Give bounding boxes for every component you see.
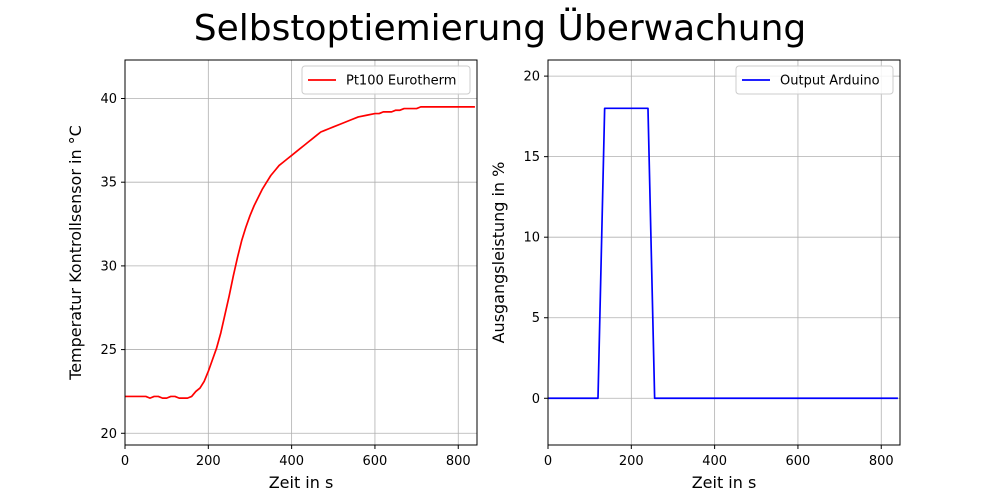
y-axis-label: Ausgangsleistung in % — [489, 162, 508, 344]
y-axis-label: Temperatur Kontrollsensor in °C — [66, 125, 85, 381]
axes-frame — [124, 59, 478, 446]
y-tick-label: 20 — [523, 70, 540, 85]
y-tick-label: 5 — [532, 311, 540, 326]
y-tick-label: 25 — [100, 343, 117, 358]
legend: Pt100 Eurotherm — [301, 65, 471, 95]
y-tick-label: 0 — [532, 392, 540, 407]
axes-frame — [547, 59, 901, 446]
x-axis-label: Zeit in s — [269, 473, 334, 492]
x-tick-label: 200 — [619, 454, 644, 469]
figure-title: Selbstoptiemierung Überwachung — [193, 8, 807, 49]
y-tick-label: 35 — [100, 176, 117, 191]
y-tick-label: 30 — [100, 259, 117, 274]
x-tick-label: 400 — [702, 454, 727, 469]
legend-label: Output Arduino — [780, 74, 880, 89]
series-line — [548, 107, 898, 400]
x-tick-label: 200 — [196, 454, 221, 469]
legend-box — [735, 65, 894, 95]
y-tick-label: 20 — [100, 427, 117, 442]
x-tick-label: 600 — [363, 454, 388, 469]
legend-label: Pt100 Eurotherm — [346, 74, 456, 89]
legend: Output Arduino — [735, 65, 894, 95]
y-tick-label: 15 — [523, 150, 540, 165]
x-tick-label: 0 — [544, 454, 552, 469]
chart-1: 0 200 400 600 800 20 25 30 35 40 Zeit in s Temperat… — [66, 59, 478, 492]
series-line — [125, 106, 475, 399]
x-tick-label: 400 — [279, 454, 304, 469]
chart-2: 0 200 400 600 800 0 5 10 15 20 Zeit in s Ausgangsle… — [489, 59, 901, 492]
y-tick-label: 10 — [523, 231, 540, 246]
x-tick-label: 0 — [121, 454, 129, 469]
x-tick-label: 800 — [446, 454, 471, 469]
x-axis-label: Zeit in s — [692, 473, 757, 492]
y-tick-label: 40 — [100, 92, 117, 107]
legend-box — [301, 65, 471, 95]
x-tick-label: 600 — [786, 454, 811, 469]
x-tick-label: 800 — [869, 454, 894, 469]
